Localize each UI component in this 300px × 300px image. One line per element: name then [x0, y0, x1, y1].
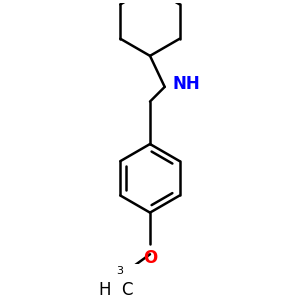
- Text: O: O: [143, 248, 157, 266]
- Text: NH: NH: [173, 75, 201, 93]
- Text: H: H: [98, 281, 111, 299]
- Text: 3: 3: [116, 266, 124, 276]
- Text: C: C: [122, 281, 133, 299]
